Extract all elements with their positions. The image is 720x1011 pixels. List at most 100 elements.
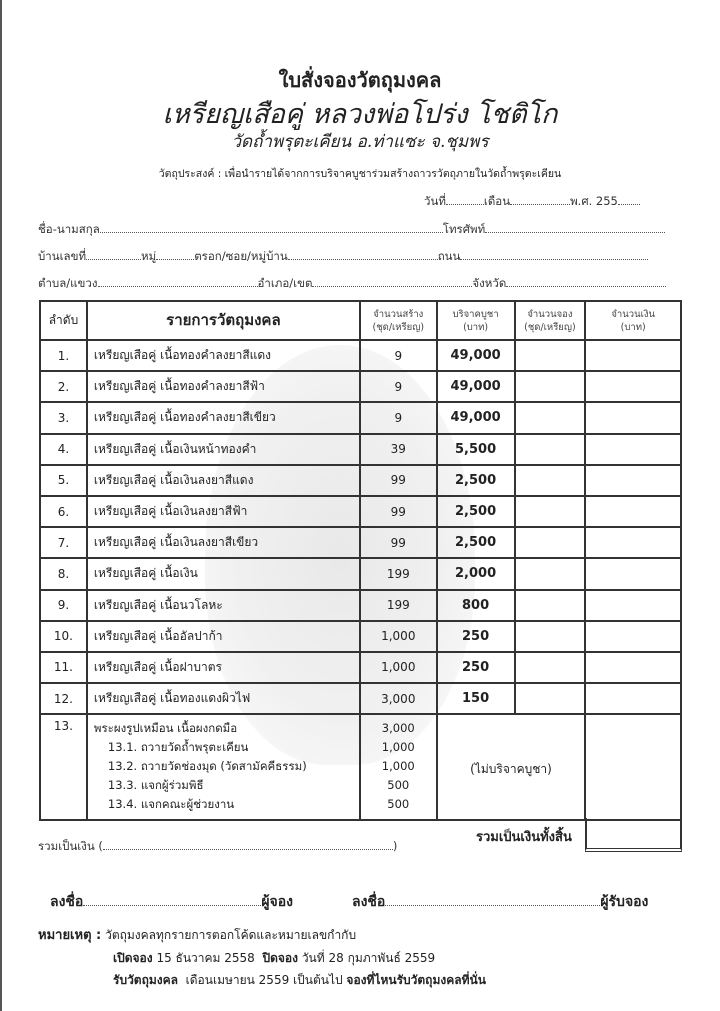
row13-amount-cell[interactable] xyxy=(584,713,682,822)
row-no: 13. xyxy=(39,713,88,822)
row-made: 99 xyxy=(358,494,438,529)
row-qty-cell[interactable] xyxy=(513,588,587,622)
row-amount-cell[interactable] xyxy=(584,338,682,373)
house-no-field[interactable] xyxy=(86,249,142,260)
district-line: ตำบล/แขวง อำเภอ/เขต จังหวัด xyxy=(38,275,667,293)
subdistrict-label: ตำบล/แขวง xyxy=(38,276,98,290)
row-no: 1. xyxy=(39,338,88,373)
row13-item: 13.4. แจกคณะผู้ช่วยงาน xyxy=(107,797,235,812)
address-line: บ้านเลขที่ หมู่ ตรอก/ซอย/หมู่บ้าน ถนน xyxy=(38,248,649,266)
table-row: 1. เหรียญเสือคู่ เนื้อทองคำลงยาสีแดง 9 4… xyxy=(39,338,682,373)
date-label: วันที่ xyxy=(424,194,446,208)
receive-where: จองที่ไหนรับวัตถุมงคลที่นั่น xyxy=(346,973,486,987)
row-made: 199 xyxy=(358,588,438,622)
form-subtitle: เหรียญเสือคู่ หลวงพ่อโปร่ง โชติโก xyxy=(162,99,558,130)
district-field[interactable] xyxy=(312,276,473,287)
row-no: 10. xyxy=(39,619,88,653)
row-made: 9 xyxy=(358,338,438,373)
notes-label: หมายเหตุ : xyxy=(38,928,102,943)
row-price: 2,500 xyxy=(435,494,516,529)
row-qty-cell[interactable] xyxy=(513,526,587,560)
notes-line1: วัตถุมงคลทุกรายการตอกโค้ดและหมายเลขกำกับ xyxy=(105,928,357,942)
row-amount-cell[interactable] xyxy=(584,557,682,591)
year-label: พ.ศ. 255 xyxy=(570,194,618,208)
soi-label: ตรอก/ซอย/หมู่บ้าน xyxy=(194,249,288,263)
purpose-text: วัตถุประสงค์ : เพื่อนำรายได้จากการบริจาค… xyxy=(158,168,562,180)
row-qty-cell[interactable] xyxy=(513,432,587,466)
row-made: 99 xyxy=(358,526,438,560)
row-price: 5,500 xyxy=(435,432,516,466)
row-qty-cell[interactable] xyxy=(513,338,587,373)
total-words-line: รวมเป็นเงิน () xyxy=(38,838,397,856)
row-no: 6. xyxy=(39,494,88,529)
row-qty-cell[interactable] xyxy=(513,370,587,404)
row13-item: 13.3. แจกผู้ร่วมพิธี xyxy=(107,778,204,793)
row-no: 9. xyxy=(39,588,88,622)
header-made: จำนวนสร้าง (ชุด/เหรียญ) xyxy=(358,300,438,341)
row-price: 2,500 xyxy=(435,526,516,560)
moo-label: หมู่ xyxy=(141,249,157,263)
subdistrict-field[interactable] xyxy=(97,276,258,287)
open-date: 15 ธันวาคม 2558 xyxy=(156,951,255,965)
header-order: ลำดับ xyxy=(39,300,88,341)
row-amount-cell[interactable] xyxy=(584,463,682,497)
month-field[interactable] xyxy=(510,194,571,205)
sign-label: ลงชื่อ xyxy=(50,894,84,910)
row13-item: 13.1. ถวายวัดถ้ำพรุตะเคียน xyxy=(107,740,249,755)
row-amount-cell[interactable] xyxy=(584,370,682,404)
row-price: 150 xyxy=(435,682,516,716)
grand-total-field[interactable] xyxy=(585,818,682,852)
row-amount-cell[interactable] xyxy=(584,619,682,653)
row-qty-cell[interactable] xyxy=(513,557,587,591)
row-price: 49,000 xyxy=(435,338,516,373)
row-item: เหรียญเสือคู่ เนื้อเงินหน้าทองคำ xyxy=(85,432,361,466)
table-row: 8. เหรียญเสือคู่ เนื้อเงิน 199 2,000 xyxy=(39,557,682,591)
year-field[interactable] xyxy=(617,194,640,205)
row-amount-cell[interactable] xyxy=(584,588,682,622)
booker-signature-field[interactable] xyxy=(83,895,262,906)
day-field[interactable] xyxy=(445,194,484,205)
road-field[interactable] xyxy=(460,249,649,260)
row-no: 12. xyxy=(39,682,88,716)
temple-name: วัดถ้ำพรุตะเคียน อ.ท่าแซะ จ.ชุมพร xyxy=(231,132,489,152)
open-label: เปิดจอง xyxy=(113,951,153,965)
row-amount-cell[interactable] xyxy=(584,682,682,716)
row-qty-cell[interactable] xyxy=(513,401,587,435)
table-row-13: 13. พระผงรูปเหมือน เนื้อผงกดมือ 13.1. ถว… xyxy=(39,713,682,822)
row-amount-cell[interactable] xyxy=(584,526,682,560)
form-title: ใบสั่งจองวัตถุมงคล xyxy=(278,68,442,92)
row-qty-cell[interactable] xyxy=(513,682,587,716)
row-amount-cell[interactable] xyxy=(584,650,682,685)
moo-field[interactable] xyxy=(156,249,195,260)
soi-field[interactable] xyxy=(287,249,438,260)
table-row: 5. เหรียญเสือคู่ เนื้อเงินลงยาสีแดง 99 2… xyxy=(39,463,682,497)
row13-item: พระผงรูปเหมือน เนื้อผงกดมือ xyxy=(93,721,238,736)
province-field[interactable] xyxy=(506,276,667,287)
month-label: เดือน xyxy=(483,194,511,208)
name-line: ชื่อ-นามสกุล โทรศัพท์ xyxy=(38,221,666,239)
row-qty-cell[interactable] xyxy=(513,494,587,529)
sign-label: ลงชื่อ xyxy=(352,894,386,910)
table-header: ลำดับ รายการวัตถุมงคล จำนวนสร้าง (ชุด/เหร… xyxy=(39,300,682,341)
receiver-signature-line: ลงชื่อ ผู้รับจอง xyxy=(352,891,648,913)
row-amount-cell[interactable] xyxy=(584,432,682,466)
row-qty-cell[interactable] xyxy=(513,619,587,653)
total-words-field[interactable] xyxy=(102,839,393,850)
row-item: เหรียญเสือคู่ เนื้อทองคำลงยาสีแดง xyxy=(85,338,361,373)
table-row: 3. เหรียญเสือคู่ เนื้อทองคำลงยาสีเขียว 9… xyxy=(39,401,682,435)
name-field[interactable] xyxy=(99,222,443,233)
row-amount-cell[interactable] xyxy=(584,494,682,529)
row-price: 2,500 xyxy=(435,463,516,497)
phone-field[interactable] xyxy=(485,222,666,233)
row-amount-cell[interactable] xyxy=(584,401,682,435)
row-qty-cell[interactable] xyxy=(513,463,587,497)
receiver-signature-field[interactable] xyxy=(385,895,601,906)
order-table: ลำดับ รายการวัตถุมงคล จำนวนสร้าง (ชุด/เหร… xyxy=(39,300,682,822)
row-item: เหรียญเสือคู่ เนื้อทองคำลงยาสีฟ้า xyxy=(85,370,361,404)
row-qty-cell[interactable] xyxy=(513,650,587,685)
row-no: 7. xyxy=(39,526,88,560)
booker-label: ผู้จอง xyxy=(261,894,293,910)
district-label: อำเภอ/เขต xyxy=(257,276,313,290)
row-item: เหรียญเสือคู่ เนื้อเงิน xyxy=(85,557,361,591)
table-row: 10. เหรียญเสือคู่ เนื้ออัลปาก้า 1,000 25… xyxy=(39,619,682,653)
